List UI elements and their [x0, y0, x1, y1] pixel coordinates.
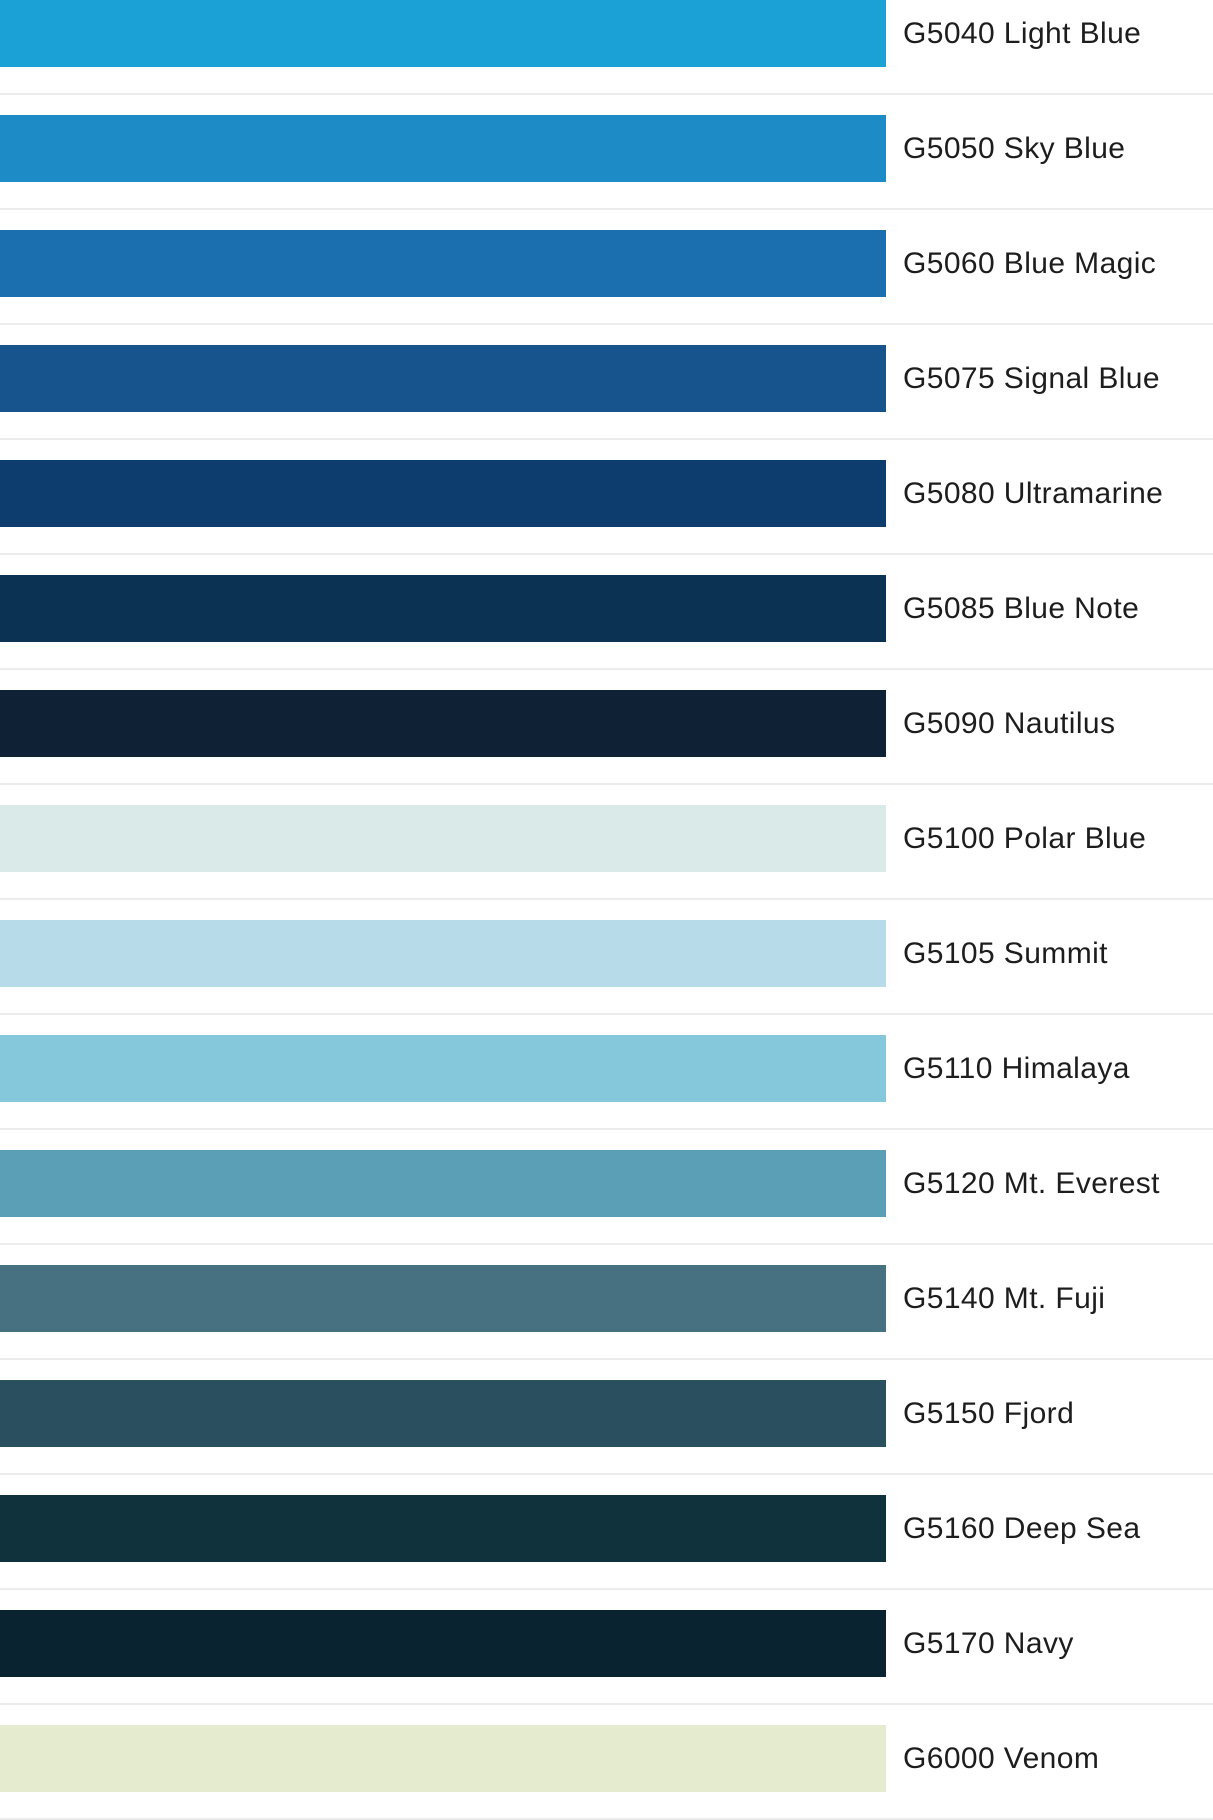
color-swatch: [0, 1380, 886, 1447]
color-row-g5110[interactable]: G5110 Himalaya: [0, 1035, 1213, 1130]
color-row-g5040[interactable]: G5040 Light Blue: [0, 0, 1213, 95]
color-row-g5085[interactable]: G5085 Blue Note: [0, 575, 1213, 670]
color-row-g5140[interactable]: G5140 Mt. Fuji: [0, 1265, 1213, 1360]
color-row-g5120[interactable]: G5120 Mt. Everest: [0, 1150, 1213, 1245]
color-label: G5100 Polar Blue: [903, 821, 1147, 855]
color-row-g5100[interactable]: G5100 Polar Blue: [0, 805, 1213, 900]
color-label: G5085 Blue Note: [903, 591, 1140, 625]
color-swatch: [0, 1725, 886, 1792]
color-label: G5050 Sky Blue: [903, 131, 1126, 165]
color-row-g5080[interactable]: G5080 Ultramarine: [0, 460, 1213, 555]
color-label: G5140 Mt. Fuji: [903, 1281, 1106, 1315]
color-label: G5105 Summit: [903, 936, 1108, 970]
color-label: G5090 Nautilus: [903, 706, 1116, 740]
color-row-g5105[interactable]: G5105 Summit: [0, 920, 1213, 1015]
color-row-g5170[interactable]: G5170 Navy: [0, 1610, 1213, 1705]
color-label: G5170 Navy: [903, 1626, 1074, 1660]
color-swatch: [0, 1495, 886, 1562]
color-swatch: [0, 575, 886, 642]
color-row-g5150[interactable]: G5150 Fjord: [0, 1380, 1213, 1475]
color-swatch: [0, 690, 886, 757]
color-label: G5160 Deep Sea: [903, 1511, 1141, 1545]
color-label: G5110 Himalaya: [903, 1051, 1130, 1085]
color-swatch: [0, 0, 886, 67]
color-swatch: [0, 1150, 886, 1217]
color-label: G5080 Ultramarine: [903, 476, 1164, 510]
color-label: G5040 Light Blue: [903, 16, 1142, 50]
color-row-g6000[interactable]: G6000 Venom: [0, 1725, 1213, 1820]
color-row-g5075[interactable]: G5075 Signal Blue: [0, 345, 1213, 440]
color-row-g5160[interactable]: G5160 Deep Sea: [0, 1495, 1213, 1590]
color-swatch: [0, 1610, 886, 1677]
color-swatch: [0, 920, 886, 987]
color-swatch: [0, 115, 886, 182]
color-label: G6000 Venom: [903, 1741, 1100, 1775]
color-label: G5060 Blue Magic: [903, 246, 1157, 280]
color-swatch: [0, 1035, 886, 1102]
color-swatch: [0, 345, 886, 412]
color-label: G5150 Fjord: [903, 1396, 1075, 1430]
color-swatch: [0, 230, 886, 297]
color-swatch: [0, 460, 886, 527]
color-row-g5050[interactable]: G5050 Sky Blue: [0, 115, 1213, 210]
color-label: G5075 Signal Blue: [903, 361, 1160, 395]
color-row-g5060[interactable]: G5060 Blue Magic: [0, 230, 1213, 325]
color-row-g5090[interactable]: G5090 Nautilus: [0, 690, 1213, 785]
color-swatch: [0, 1265, 886, 1332]
color-label: G5120 Mt. Everest: [903, 1166, 1160, 1200]
color-swatch: [0, 805, 886, 872]
